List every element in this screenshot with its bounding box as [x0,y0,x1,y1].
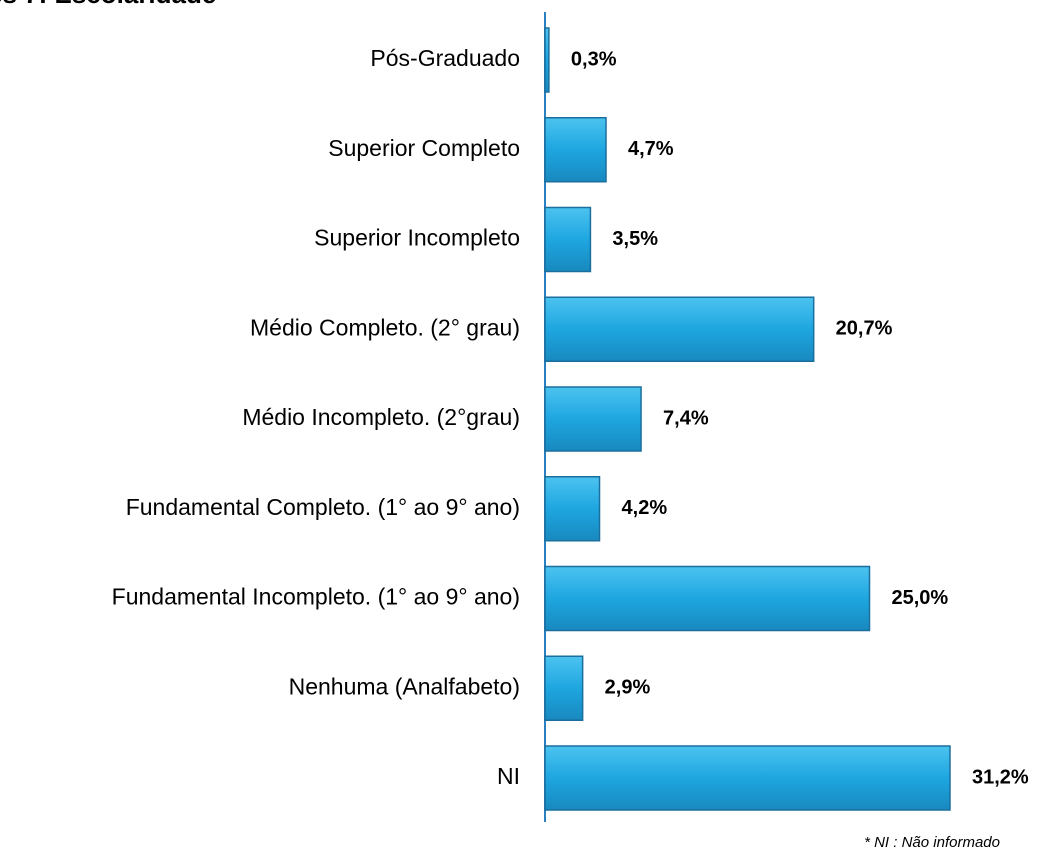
value-label: 0,3% [571,48,617,70]
category-label: Pós-Graduado [370,45,520,71]
category-label: Superior Incompleto [314,225,520,251]
bar [544,476,601,542]
bar [544,745,951,811]
bar [544,117,607,183]
value-label: 3,5% [612,228,658,250]
value-label: 2,9% [605,677,651,699]
bar [544,27,550,93]
bar [544,655,584,721]
bar [544,296,815,362]
bar [544,386,642,452]
category-label: Fundamental Completo. (1° ao 9° ano) [126,494,520,520]
category-label: NI [497,763,520,789]
value-label: 4,2% [622,497,668,519]
chart-title: es 7: Escolaridade [0,0,216,9]
category-label: Médio Completo. (2° grau) [250,314,520,340]
bar [544,206,592,273]
value-label: 25,0% [892,587,949,609]
category-label: Superior Completo [328,135,520,161]
bar [544,565,871,632]
annotation: * NI : Não informado [864,834,1000,851]
value-label: 7,4% [663,407,709,429]
category-label: Fundamental Incompleto. (1° ao 9° ano) [112,584,520,610]
category-label: Nenhuma (Analfabeto) [289,673,520,699]
category-label: Médio Incompleto. (2°grau) [242,404,520,430]
value-label: 31,2% [972,766,1029,788]
value-label: 20,7% [836,318,893,340]
value-label: 4,7% [628,138,674,160]
